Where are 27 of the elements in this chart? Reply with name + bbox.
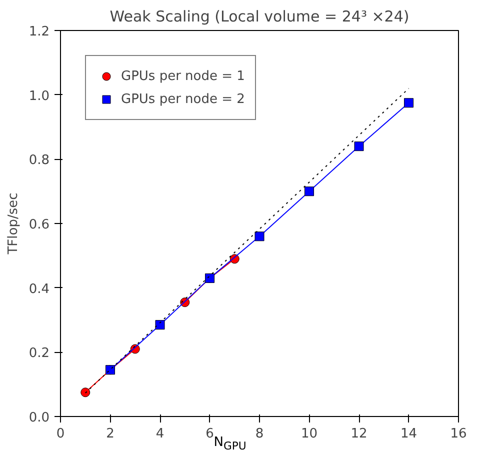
x-tick-label: 0 bbox=[56, 426, 65, 442]
point bbox=[80, 388, 90, 398]
x-tick-label: 14 bbox=[400, 426, 418, 442]
y-axis-title: TFlop/sec bbox=[6, 192, 21, 256]
x-axis-title: N$_{GPU}$ bbox=[214, 435, 246, 453]
y-tick-label: 0.4 bbox=[28, 282, 50, 297]
y-tick-label: 0.6 bbox=[28, 218, 50, 232]
y-tick-label: 0.2 bbox=[28, 346, 50, 362]
x-tick-label: 16 bbox=[450, 426, 467, 442]
y-tick-label: 0.8 bbox=[28, 153, 50, 168]
x-tick-label: 8 bbox=[255, 426, 264, 442]
point bbox=[155, 320, 165, 330]
x-tick-label: 10 bbox=[300, 426, 318, 442]
point bbox=[304, 186, 314, 196]
point bbox=[354, 142, 364, 152]
point bbox=[254, 232, 264, 242]
x-tick-label: 6 bbox=[206, 426, 214, 442]
x-tick-label: 2 bbox=[106, 426, 114, 442]
legend-label: GPUs per node = 1 bbox=[121, 68, 245, 84]
x-tick-label: 4 bbox=[156, 426, 164, 442]
y-tick-label: 1.0 bbox=[28, 88, 50, 104]
y-tick-label: 0.0 bbox=[28, 410, 50, 426]
chart-title: Weak Scaling (Local volume = 24³ ×24) bbox=[110, 8, 410, 26]
x-tick-label: 12 bbox=[350, 426, 368, 442]
legend-label: GPUs per node = 2 bbox=[121, 92, 245, 106]
point bbox=[404, 98, 414, 108]
y-tick-label: 1.2 bbox=[28, 24, 50, 40]
